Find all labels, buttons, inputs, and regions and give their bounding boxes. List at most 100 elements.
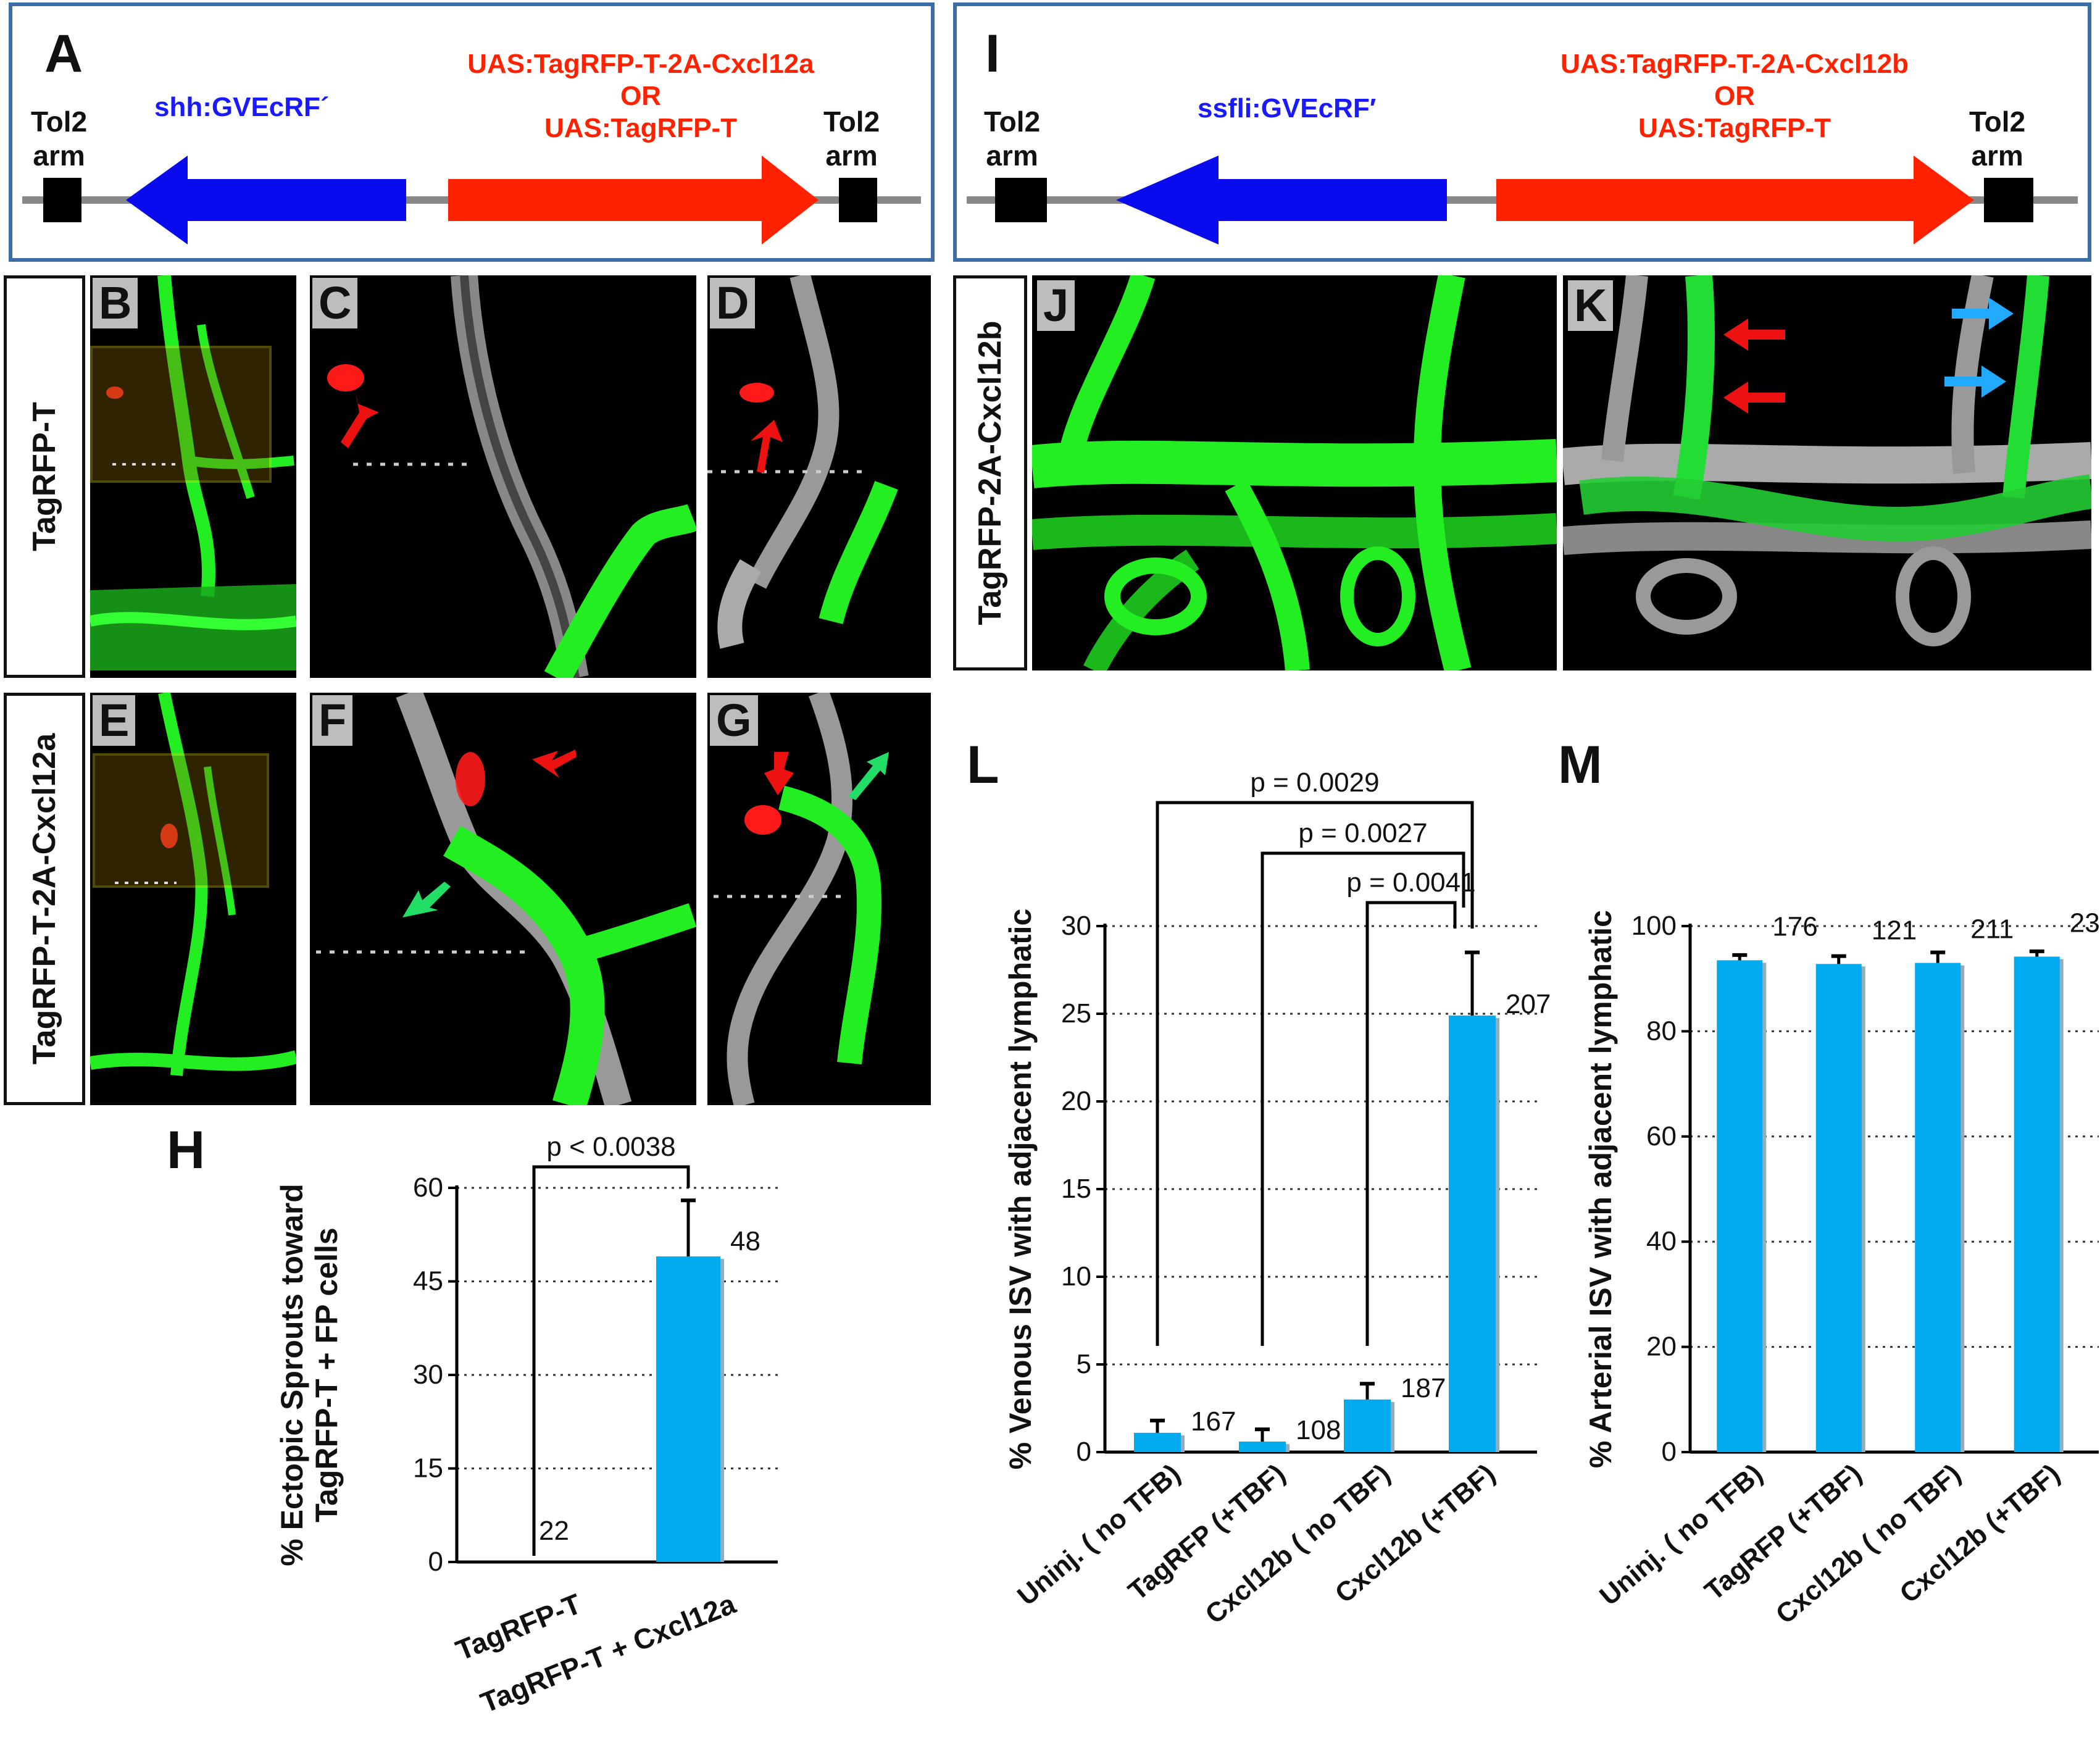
y-tick-label: 0	[1662, 1437, 1677, 1467]
micrograph-c-image	[327, 275, 696, 678]
y-tick-label: 25	[1061, 998, 1091, 1029]
micrograph-e: E	[90, 693, 296, 1105]
n-label: 187	[1401, 1373, 1446, 1403]
panel-letter-a: A	[44, 24, 83, 83]
construct-a-diagram	[22, 156, 921, 244]
micrograph-g-image	[714, 693, 889, 1105]
y-tick-label: 60	[413, 1172, 443, 1203]
bar	[1239, 1441, 1286, 1452]
ssfli-driver-arrow	[1116, 156, 1447, 244]
panel-letter-j: J	[1037, 280, 1075, 331]
y-axis-label: % Arterial ISV with adjacent lymphatic	[1583, 910, 1618, 1468]
p-value-label: p < 0.0038	[546, 1132, 675, 1162]
micrograph-d: D	[707, 275, 931, 678]
micrograph-b-image	[90, 275, 296, 670]
tol2-arm-right-i	[1984, 178, 2033, 222]
bar	[656, 1256, 720, 1562]
bar	[1915, 963, 1961, 1452]
n-label: 108	[1296, 1415, 1341, 1445]
y-tick-label: 20	[1646, 1332, 1677, 1362]
x-tick-label: Cxcl12b ( no TBF)	[1770, 1458, 1967, 1630]
y-tick-label: 100	[1631, 911, 1677, 941]
effector-label-a-line2: OR	[620, 81, 661, 111]
panel-letter-e: E	[93, 695, 136, 746]
y-tick-label: 60	[1646, 1121, 1677, 1151]
chart-l: 0 5 10 15 20 25 30 % Venous ISV with adjacent l…	[1003, 767, 1551, 1630]
panel-letter-h: H	[167, 1121, 206, 1180]
panel-letter-i: I	[985, 24, 1000, 83]
n-label: 121	[1872, 915, 1917, 945]
micrograph-g: G	[707, 693, 931, 1105]
y-axis-label: % Venous ISV with adjacent lymphatic	[1003, 909, 1038, 1470]
construct-i-diagram	[967, 156, 2078, 244]
ssfli-driver-label: ssfli:GVEcRF′	[1198, 93, 1377, 123]
chart-m: 0 20 40 60 80 100 % Arterial ISV with adjacent…	[1583, 908, 2100, 1630]
row-label-tagrfp-t-text: TagRFP-T	[27, 402, 62, 551]
tol2-arm-left-a	[43, 178, 81, 222]
micrograph-f: F	[310, 693, 696, 1105]
panel-letter-l: L	[967, 735, 999, 795]
tol2-arm-label-right-i: Tol2 arm	[1969, 106, 2026, 172]
p-value-label: p = 0.0029	[1250, 767, 1379, 798]
y-tick-label: 45	[413, 1266, 443, 1297]
row-label-cxcl12b-text: TagRFP-2A-Cxcl12b	[972, 320, 1008, 625]
n-label: 48	[730, 1226, 760, 1256]
micrograph-d-image	[707, 275, 898, 649]
n-label: 22	[539, 1516, 569, 1546]
effector-label-i-line1: UAS:TagRFP-T-2A-Cxcl12b	[1560, 49, 1909, 79]
tol2-arm-label-right-a: Tol2 arm	[823, 106, 880, 172]
panel-letter-m: M	[1558, 735, 1602, 795]
y-tick-label: 80	[1646, 1016, 1677, 1046]
bar	[1344, 1399, 1391, 1452]
p-value-label: p = 0.0027	[1298, 818, 1427, 848]
micrograph-b: B	[90, 275, 296, 678]
n-label: 167	[1191, 1406, 1236, 1437]
tol2-arm-label-left-i: Tol2 arm	[984, 106, 1041, 172]
x-tick-label: TagRFP-T + Cxcl12a	[476, 1587, 740, 1719]
tol2-arm-left-i	[995, 178, 1047, 222]
panel-letter-b: B	[93, 278, 138, 328]
row-label-cxcl12a-text: TagRFP-T-2A-Cxcl12a	[27, 733, 62, 1065]
row-label-cxcl12a: TagRFP-T-2A-Cxcl12a	[4, 693, 85, 1105]
y-tick-label: 15	[413, 1453, 443, 1484]
micrograph-c: C	[310, 275, 696, 678]
y-tick-label: 15	[1061, 1174, 1091, 1204]
y-tick-label: 20	[1061, 1086, 1091, 1116]
micrograph-k-image	[1563, 275, 2091, 646]
y-tick-label: 0	[1077, 1437, 1091, 1467]
micrograph-k: K	[1563, 275, 2091, 670]
panel-letter-g: G	[710, 695, 758, 746]
n-label: 234	[2070, 908, 2100, 938]
y-tick-label: 0	[428, 1547, 443, 1577]
micrograph-j: J	[1032, 275, 1557, 670]
panel-letter-d: D	[710, 278, 756, 328]
effector-label-a-line3: UAS:TagRFP-T	[544, 113, 738, 143]
micrograph-e-image	[90, 693, 296, 1076]
uas-effector-arrow-i	[1496, 156, 1974, 244]
n-label: 207	[1506, 989, 1551, 1019]
bar	[2014, 956, 2060, 1452]
x-tick-label: Uninj. ( no TFB)	[1594, 1458, 1768, 1611]
significance-bracket	[532, 1165, 690, 1556]
panel-letter-k: K	[1568, 280, 1614, 331]
tol2-arm-right-a	[839, 178, 877, 222]
shh-driver-arrow	[126, 156, 406, 244]
effector-label-i-line3: UAS:TagRFP-T	[1638, 113, 1831, 143]
uas-effector-arrow-a	[448, 156, 819, 244]
panel-letter-c: C	[312, 278, 358, 328]
y-tick-label: 5	[1077, 1349, 1091, 1379]
bar	[1134, 1432, 1181, 1452]
n-label: 211	[1970, 914, 2014, 945]
tol2-arm-label-left-a: Tol2 arm	[31, 106, 88, 172]
panel-letter-f: F	[312, 695, 353, 746]
effector-label-a-line1: UAS:TagRFP-T-2A-Cxcl12a	[467, 49, 814, 79]
effector-label-i-line2: OR	[1714, 81, 1755, 111]
significance-bracket	[1365, 901, 1457, 1346]
bar	[1717, 960, 1763, 1452]
x-tick-label: Cxcl12b ( no TBF)	[1199, 1458, 1396, 1630]
p-value-label: p = 0.0041	[1346, 867, 1475, 898]
y-axis-label: % Ectopic Sprouts toward	[275, 1184, 309, 1566]
bar	[1815, 964, 1862, 1452]
y-tick-label: 30	[1061, 911, 1091, 941]
